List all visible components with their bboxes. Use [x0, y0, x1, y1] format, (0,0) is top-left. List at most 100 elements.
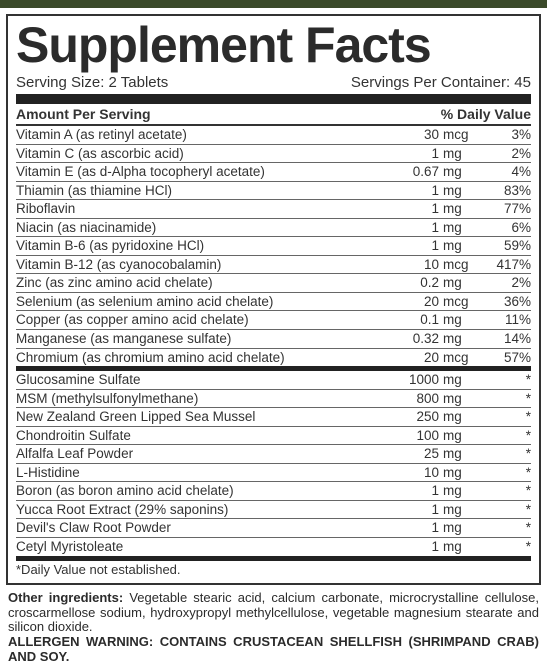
nutrient-unit: mg: [443, 445, 481, 463]
nutrient-dv: *: [481, 427, 531, 445]
nutrient-amount: 0.2: [393, 274, 443, 292]
table-header: Amount Per Serving % Daily Value: [16, 104, 531, 126]
nutrient-amount: 1000: [393, 371, 443, 389]
nutrient-unit: mcg: [443, 349, 481, 367]
nutrient-unit: mcg: [443, 293, 481, 311]
nutrient-unit: mg: [443, 427, 481, 445]
nutrient-name: Vitamin E (as d-Alpha tocopheryl acetate…: [16, 163, 393, 181]
nutrient-dv: 2%: [481, 145, 531, 163]
nutrient-unit: mg: [443, 330, 481, 348]
table-row: Vitamin A (as retinyl acetate)30mcg3%: [16, 126, 531, 145]
nutrient-section-1: Vitamin A (as retinyl acetate)30mcg3%Vit…: [16, 126, 531, 366]
table-row: Manganese (as manganese sulfate)0.32mg14…: [16, 330, 531, 349]
table-row: Niacin (as niacinamide)1mg6%: [16, 219, 531, 238]
nutrient-dv: *: [481, 538, 531, 556]
nutrient-dv: *: [481, 501, 531, 519]
nutrient-unit: mg: [443, 145, 481, 163]
table-row: Vitamin E (as d-Alpha tocopheryl acetate…: [16, 163, 531, 182]
allergen-warning: ALLERGEN WARNING: CONTAINS CRUSTACEAN SH…: [8, 634, 539, 664]
nutrient-name: Riboflavin: [16, 200, 393, 218]
nutrient-amount: 1: [393, 519, 443, 537]
nutrient-unit: mg: [443, 482, 481, 500]
nutrient-name: Devil's Claw Root Powder: [16, 519, 393, 537]
other-ingredients: Other ingredients: Vegetable stearic aci…: [8, 591, 539, 665]
nutrient-name: Niacin (as niacinamide): [16, 219, 393, 237]
nutrient-unit: mg: [443, 274, 481, 292]
table-row: Vitamin C (as ascorbic acid)1mg2%: [16, 145, 531, 164]
nutrient-dv: *: [481, 482, 531, 500]
nutrient-amount: 20: [393, 349, 443, 367]
nutrient-name: Selenium (as selenium amino acid chelate…: [16, 293, 393, 311]
nutrient-dv: 417%: [481, 256, 531, 274]
nutrient-amount: 20: [393, 293, 443, 311]
table-row: Copper (as copper amino acid chelate)0.1…: [16, 311, 531, 330]
nutrient-dv: *: [481, 371, 531, 389]
nutrient-dv: 6%: [481, 219, 531, 237]
nutrient-name: Vitamin A (as retinyl acetate): [16, 126, 393, 144]
table-row: MSM (methylsulfonylmethane)800mg*: [16, 390, 531, 409]
nutrient-dv: 2%: [481, 274, 531, 292]
nutrient-amount: 1: [393, 237, 443, 255]
nutrient-dv: *: [481, 408, 531, 426]
dv-footnote: *Daily Value not established.: [16, 561, 531, 577]
nutrient-dv: 4%: [481, 163, 531, 181]
nutrient-dv: 11%: [481, 311, 531, 329]
table-row: Riboflavin1mg77%: [16, 200, 531, 219]
nutrient-unit: mg: [443, 182, 481, 200]
nutrient-dv: *: [481, 390, 531, 408]
nutrient-name: MSM (methylsulfonylmethane): [16, 390, 393, 408]
nutrient-amount: 800: [393, 390, 443, 408]
nutrient-unit: mg: [443, 501, 481, 519]
nutrient-dv: *: [481, 519, 531, 537]
nutrient-unit: mcg: [443, 126, 481, 144]
nutrient-unit: mg: [443, 371, 481, 389]
nutrient-amount: 10: [393, 464, 443, 482]
nutrient-name: Copper (as copper amino acid chelate): [16, 311, 393, 329]
top-bar: [0, 0, 547, 8]
nutrient-amount: 25: [393, 445, 443, 463]
nutrient-amount: 1: [393, 200, 443, 218]
supplement-facts-panel: Supplement Facts Serving Size: 2 Tablets…: [6, 14, 541, 585]
table-row: Thiamin (as thiamine HCl)1mg83%: [16, 182, 531, 201]
nutrient-amount: 0.67: [393, 163, 443, 181]
nutrient-amount: 1: [393, 182, 443, 200]
other-label: Other ingredients:: [8, 590, 123, 605]
nutrient-unit: mg: [443, 200, 481, 218]
nutrient-unit: mg: [443, 219, 481, 237]
nutrient-unit: mg: [443, 519, 481, 537]
nutrient-name: New Zealand Green Lipped Sea Mussel: [16, 408, 393, 426]
nutrient-name: Yucca Root Extract (29% saponins): [16, 501, 393, 519]
table-row: Chromium (as chromium amino acid chelate…: [16, 349, 531, 367]
nutrient-unit: mg: [443, 390, 481, 408]
table-row: Yucca Root Extract (29% saponins)1mg*: [16, 501, 531, 520]
nutrient-unit: mg: [443, 163, 481, 181]
table-row: New Zealand Green Lipped Sea Mussel250mg…: [16, 408, 531, 427]
nutrient-amount: 10: [393, 256, 443, 274]
nutrient-dv: 77%: [481, 200, 531, 218]
rule-thick: [16, 94, 531, 104]
serving-row: Serving Size: 2 Tablets Servings Per Con…: [16, 72, 531, 94]
panel-title: Supplement Facts: [16, 20, 531, 70]
nutrient-amount: 1: [393, 145, 443, 163]
table-row: L-Histidine10mg*: [16, 464, 531, 483]
nutrient-amount: 1: [393, 482, 443, 500]
nutrient-name: Vitamin C (as ascorbic acid): [16, 145, 393, 163]
nutrient-name: L-Histidine: [16, 464, 393, 482]
nutrient-amount: 250: [393, 408, 443, 426]
nutrient-unit: mg: [443, 237, 481, 255]
table-row: Vitamin B-6 (as pyridoxine HCl)1mg59%: [16, 237, 531, 256]
nutrient-amount: 1: [393, 219, 443, 237]
nutrient-unit: mg: [443, 464, 481, 482]
table-row: Devil's Claw Root Powder1mg*: [16, 519, 531, 538]
nutrient-amount: 1: [393, 538, 443, 556]
nutrient-name: Vitamin B-6 (as pyridoxine HCl): [16, 237, 393, 255]
table-row: Selenium (as selenium amino acid chelate…: [16, 293, 531, 312]
nutrient-name: Boron (as boron amino acid chelate): [16, 482, 393, 500]
table-row: Glucosamine Sulfate1000mg*: [16, 371, 531, 390]
nutrient-dv: 36%: [481, 293, 531, 311]
nutrient-dv: 3%: [481, 126, 531, 144]
nutrient-amount: 100: [393, 427, 443, 445]
nutrient-dv: 57%: [481, 349, 531, 367]
table-row: Alfalfa Leaf Powder25mg*: [16, 445, 531, 464]
table-row: Zinc (as zinc amino acid chelate)0.2mg2%: [16, 274, 531, 293]
